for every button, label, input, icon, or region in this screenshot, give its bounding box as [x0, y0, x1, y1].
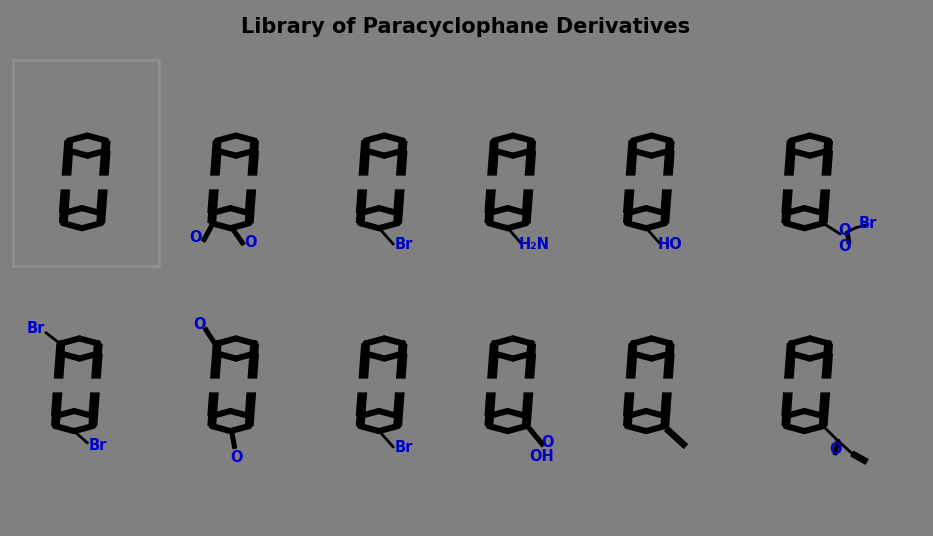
Bar — [661, 176, 674, 188]
Bar — [246, 378, 258, 391]
Text: Br: Br — [89, 438, 106, 453]
Bar — [52, 378, 63, 391]
Bar — [395, 176, 406, 188]
Text: HO: HO — [658, 236, 682, 251]
Bar — [661, 378, 674, 391]
Bar — [209, 176, 220, 188]
Bar — [357, 176, 369, 188]
Bar — [90, 378, 101, 391]
Bar — [661, 378, 674, 391]
Text: Br: Br — [395, 440, 413, 455]
Bar — [523, 378, 535, 391]
Bar — [624, 378, 635, 391]
Bar — [209, 378, 220, 391]
Bar — [246, 176, 258, 188]
Bar — [486, 378, 497, 391]
Bar — [523, 378, 535, 391]
Text: O: O — [230, 450, 243, 465]
Text: Library of Paracyclophane Derivatives: Library of Paracyclophane Derivatives — [242, 17, 690, 36]
Text: O: O — [193, 317, 205, 332]
Text: O: O — [189, 230, 202, 245]
Text: Br: Br — [395, 237, 413, 252]
Text: O: O — [541, 435, 554, 450]
Bar — [783, 378, 794, 391]
Bar — [13, 60, 160, 266]
Text: H₂N: H₂N — [519, 236, 550, 251]
Bar — [209, 176, 220, 188]
Bar — [523, 176, 535, 188]
Bar — [61, 176, 72, 188]
Text: OH: OH — [529, 449, 554, 464]
Bar — [661, 176, 674, 188]
Text: O: O — [829, 442, 842, 457]
Bar — [624, 378, 635, 391]
Bar — [357, 378, 369, 391]
Bar — [246, 176, 258, 188]
Bar — [357, 176, 369, 188]
Bar — [783, 378, 794, 391]
Bar — [820, 378, 831, 391]
Bar — [486, 176, 497, 188]
Bar — [209, 378, 220, 391]
Bar — [52, 378, 63, 391]
Text: Br: Br — [858, 217, 877, 232]
Bar — [624, 176, 635, 188]
Bar — [98, 176, 109, 188]
Bar — [820, 176, 831, 188]
Bar — [820, 176, 831, 188]
Text: Br: Br — [27, 321, 45, 336]
Bar — [783, 176, 794, 188]
Bar — [357, 378, 369, 391]
Bar — [395, 378, 406, 391]
Bar — [246, 378, 258, 391]
Bar — [486, 378, 497, 391]
Text: O: O — [839, 239, 851, 254]
Bar — [523, 176, 535, 188]
Bar — [624, 176, 635, 188]
Bar — [98, 176, 109, 188]
Bar — [783, 176, 794, 188]
Bar — [395, 176, 406, 188]
Bar — [395, 378, 406, 391]
Bar — [90, 378, 101, 391]
Bar — [61, 176, 72, 188]
Bar — [486, 176, 497, 188]
Text: O: O — [838, 222, 850, 237]
Text: O: O — [244, 235, 257, 250]
Bar — [820, 378, 831, 391]
